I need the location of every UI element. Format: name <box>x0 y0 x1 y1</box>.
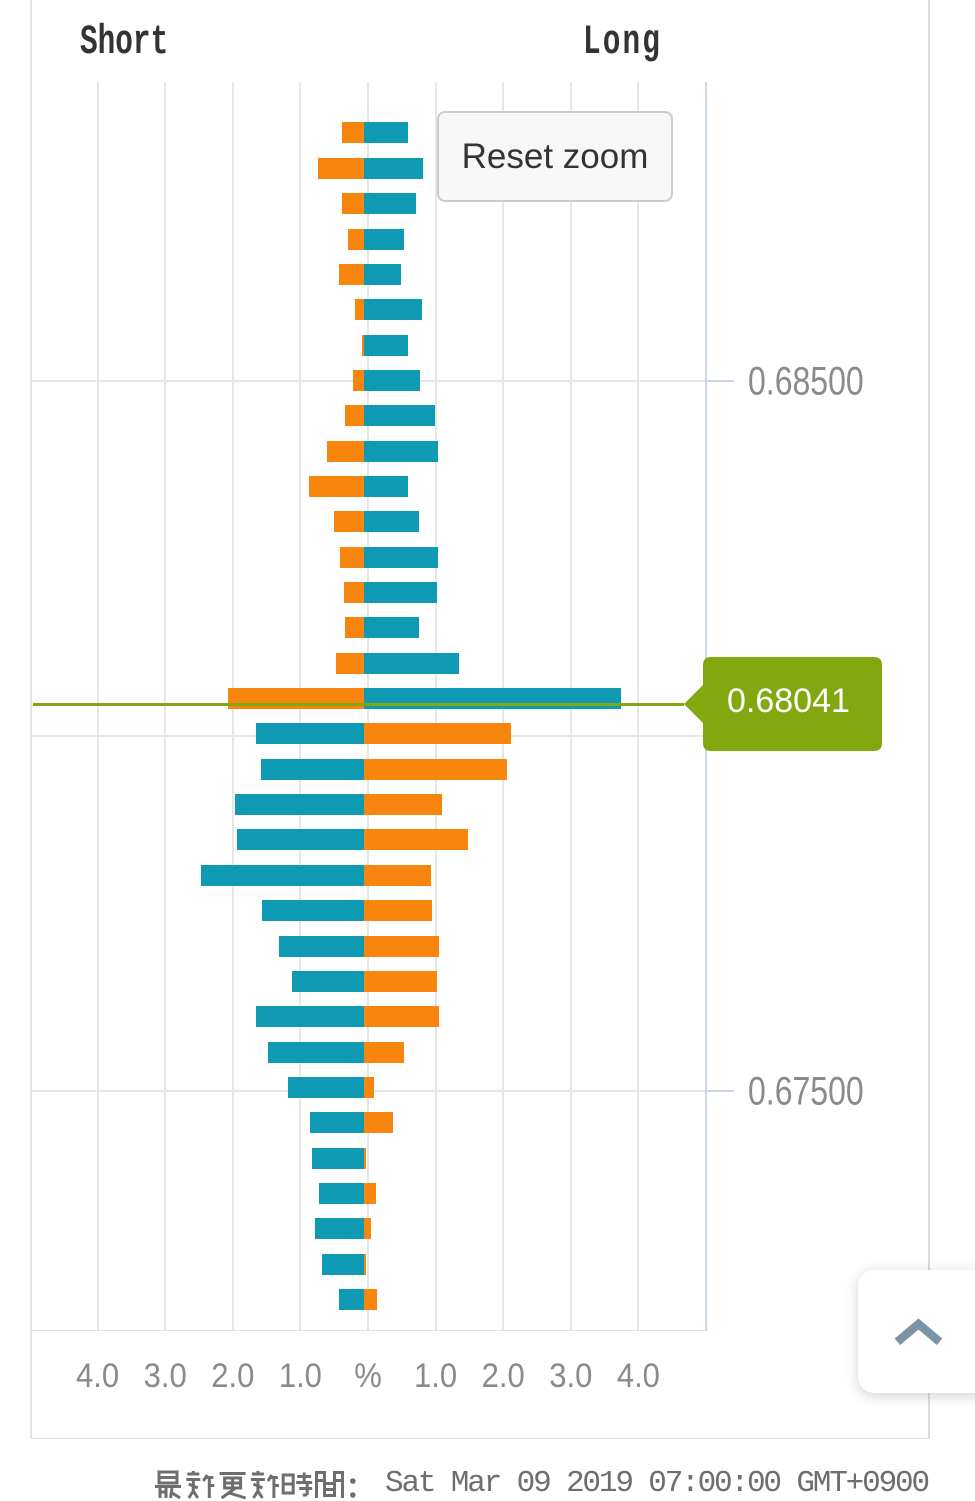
svg-text:0.68041: 0.68041 <box>727 682 850 720</box>
